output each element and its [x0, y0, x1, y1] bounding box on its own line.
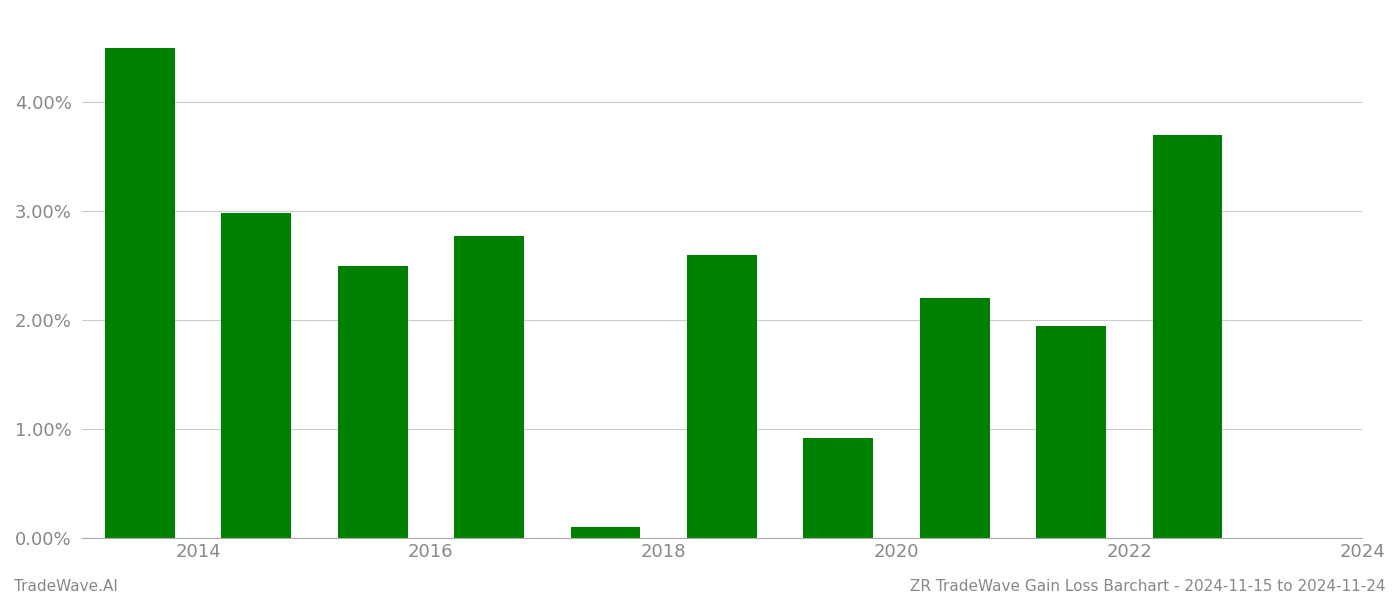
Bar — [1036, 326, 1106, 538]
Bar — [571, 527, 640, 538]
Bar — [920, 298, 990, 538]
Text: TradeWave.AI: TradeWave.AI — [14, 579, 118, 594]
Bar — [1152, 135, 1222, 538]
Bar — [687, 255, 757, 538]
Bar — [221, 214, 291, 538]
Text: ZR TradeWave Gain Loss Barchart - 2024-11-15 to 2024-11-24: ZR TradeWave Gain Loss Barchart - 2024-1… — [910, 579, 1386, 594]
Bar — [105, 47, 175, 538]
Bar — [454, 236, 524, 538]
Bar — [337, 266, 407, 538]
Bar — [804, 438, 874, 538]
